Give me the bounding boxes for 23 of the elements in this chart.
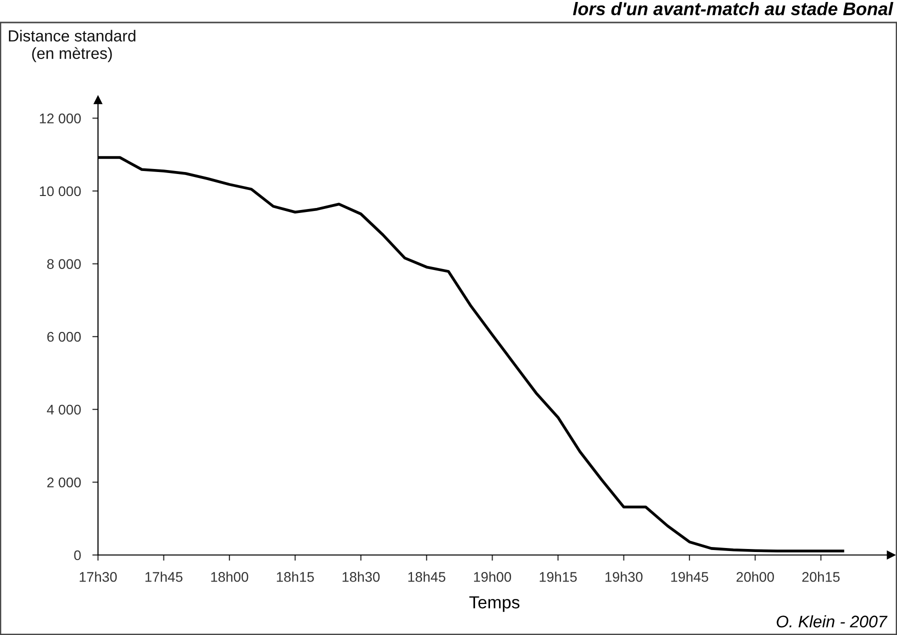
y-axis-title: Distance standard (en mètres) bbox=[8, 30, 136, 62]
x-tick-label: 17h45 bbox=[145, 572, 182, 582]
x-tick-label: 19h00 bbox=[474, 572, 512, 582]
x-tick-label: 18h15 bbox=[276, 572, 314, 582]
y-tick-label: 6 000 bbox=[47, 332, 81, 342]
y-tick-label: 12 000 bbox=[40, 114, 81, 124]
x-tick-label: 20h00 bbox=[736, 572, 774, 582]
x-tick-label: 19h30 bbox=[605, 572, 643, 582]
y-tick-label: 2 000 bbox=[47, 478, 81, 488]
x-tick-label: 18h00 bbox=[211, 572, 248, 582]
x-tick-label: 20h15 bbox=[802, 572, 840, 582]
x-tick-label: 18h30 bbox=[342, 572, 380, 582]
x-tick-label: 19h15 bbox=[540, 572, 577, 582]
x-tick-label: 19h45 bbox=[671, 572, 708, 582]
y-tick-label: 8 000 bbox=[47, 259, 81, 269]
y-tick-label: 4 000 bbox=[46, 404, 81, 415]
x-tick-label: 18h45 bbox=[408, 572, 446, 582]
x-tick-label: 17h30 bbox=[80, 572, 117, 582]
chart-title: lors d'un avant-match au stade Bonal bbox=[573, 2, 894, 16]
x-axis-title: Temps bbox=[469, 596, 520, 612]
y-tick-label: 0 bbox=[74, 550, 81, 560]
y-tick-label: 10 000 bbox=[40, 186, 81, 196]
text: O. Klein - 2007 bbox=[776, 615, 888, 628]
